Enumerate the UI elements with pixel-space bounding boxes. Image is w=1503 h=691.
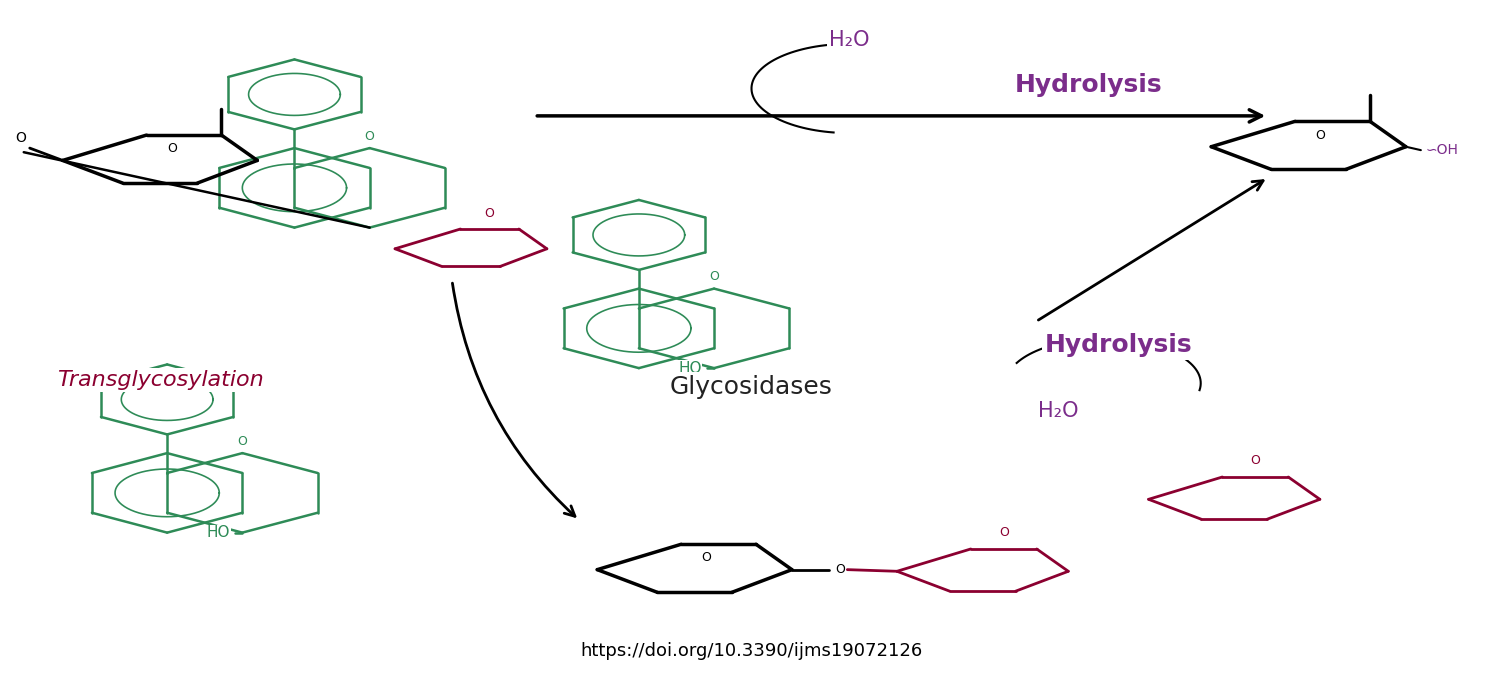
Text: O: O <box>167 142 177 155</box>
Text: HO: HO <box>207 525 230 540</box>
Text: O: O <box>15 131 26 145</box>
Text: O: O <box>702 551 711 565</box>
Text: ∽OH: ∽OH <box>1425 143 1458 157</box>
Text: O: O <box>709 270 718 283</box>
Text: O: O <box>485 207 494 220</box>
Text: O: O <box>836 563 845 576</box>
Text: Hydrolysis: Hydrolysis <box>1045 334 1192 357</box>
Text: O: O <box>237 435 248 448</box>
Text: O: O <box>365 130 374 142</box>
Text: O: O <box>1250 454 1260 467</box>
Text: Transglycosylation: Transglycosylation <box>57 370 263 390</box>
Text: https://doi.org/10.3390/ijms19072126: https://doi.org/10.3390/ijms19072126 <box>580 641 923 659</box>
Text: HO: HO <box>678 361 702 376</box>
Text: O: O <box>1315 129 1326 142</box>
Text: Glycosidases: Glycosidases <box>670 375 833 399</box>
Text: O: O <box>999 526 1009 539</box>
Text: H₂O: H₂O <box>1039 401 1079 421</box>
Text: Hydrolysis: Hydrolysis <box>1015 73 1162 97</box>
Text: H₂O: H₂O <box>828 30 869 50</box>
